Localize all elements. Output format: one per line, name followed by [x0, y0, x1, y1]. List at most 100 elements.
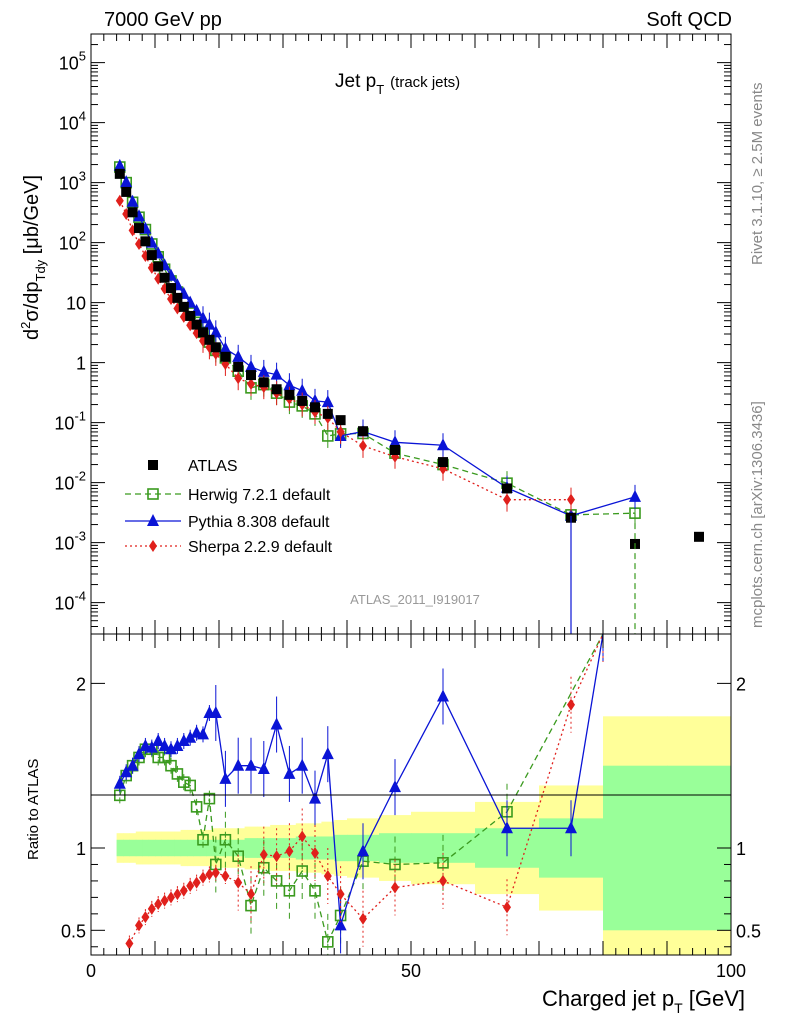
mcplots-text: mcplots.cern.ch [arXiv:1306.3436] — [749, 401, 766, 628]
pythia-point — [133, 209, 145, 222]
atlas-point — [159, 272, 170, 283]
header-left: 7000 GeV pp — [104, 9, 222, 31]
main-y-tick-label: 102 — [59, 229, 86, 254]
ratio-herwig-point — [171, 768, 184, 780]
ratio-inner-band — [603, 765, 668, 931]
ratio-sherpa-point — [135, 919, 143, 932]
ratio-pythia-point — [126, 758, 139, 771]
ratio-sherpa-point — [221, 869, 230, 882]
ratio-sherpa-point — [125, 937, 134, 950]
ratio-y-tick-label-right: 2 — [736, 674, 746, 694]
ratio-herwig-point — [321, 936, 334, 948]
ratio-sherpa-line — [128, 634, 604, 944]
legend-pythia-label: Pythia 8.308 default — [188, 514, 330, 531]
ratio-axis-ticks — [90, 634, 732, 955]
x-axis-label: Charged jet pT [GeV] — [542, 986, 745, 1016]
ratio-pythia-point — [357, 844, 369, 857]
atlas-point — [166, 283, 176, 294]
ratio-herwig-point — [197, 833, 209, 846]
main-y-tick-label: 105 — [59, 49, 86, 74]
ratio-herwig-line — [119, 634, 604, 944]
atlas-point — [297, 395, 308, 406]
ratio-pythia-point — [296, 758, 309, 771]
ratio-inner-band — [161, 839, 169, 857]
ratio-sherpa-point — [199, 871, 207, 884]
sherpa-line — [119, 200, 571, 501]
atlas-point — [127, 207, 138, 218]
ratio-inner-band — [174, 839, 182, 857]
ratio-herwig-point — [296, 865, 309, 877]
ratio-sherpa-point — [205, 868, 214, 881]
ratio-pythia-point — [270, 717, 283, 730]
ratio-pythia-point — [283, 766, 296, 779]
ratio-pythia-point — [171, 738, 184, 751]
ratio-herwig-point — [203, 792, 216, 805]
main-series — [113, 158, 704, 634]
pythia-point — [270, 367, 283, 380]
ratio-series — [113, 634, 604, 955]
ratio-pythia-point — [334, 918, 347, 931]
ratio-inner-band — [135, 839, 143, 857]
atlas-point — [172, 292, 183, 303]
legend-sherpa-label: Sherpa 2.2.9 default — [188, 539, 333, 556]
ratio-herwig-point — [270, 875, 283, 887]
pythia-point — [209, 325, 222, 338]
ratio-sherpa-point — [391, 881, 399, 894]
pythia-point — [113, 158, 126, 171]
ratio-herwig-point — [437, 857, 449, 869]
ratio-pythia-point — [145, 740, 158, 753]
ratio-inner-band — [148, 839, 156, 857]
atlas-point — [438, 457, 448, 468]
x-tick-label: 50 — [401, 961, 421, 981]
ratio-pythia-point — [501, 821, 513, 834]
ratio-inner-band — [116, 839, 124, 857]
legend-pythia-marker — [147, 514, 159, 526]
ratio-pythia-point — [165, 742, 177, 755]
main-axis-ticks — [90, 33, 732, 635]
atlas-point — [502, 483, 512, 494]
atlas-point — [284, 389, 295, 400]
main-y-tick-label: 1 — [76, 354, 86, 374]
ratio-inner-band — [123, 839, 130, 857]
header-right: Soft QCD — [646, 9, 732, 31]
ratio-pythia-point — [232, 758, 245, 771]
sherpa-point — [336, 425, 345, 438]
ratio-pythia-point — [197, 727, 209, 740]
ratio-pythia-point — [565, 821, 577, 834]
atlas-point — [271, 384, 282, 395]
pythia-point — [219, 341, 232, 354]
main-y-axis-label: d2σ/dpTdy [μb/GeV] — [18, 175, 48, 340]
ratio-pythia-point — [177, 734, 190, 746]
sherpa-point — [567, 493, 575, 506]
atlas-point — [220, 351, 231, 362]
ratio-sherpa-point — [503, 901, 511, 914]
ratio-y-tick-label-right: 1 — [736, 839, 746, 859]
ratio-sherpa-point — [311, 846, 319, 859]
ratio-inner-band — [180, 839, 188, 857]
ratio-sherpa-point — [285, 845, 294, 858]
ratio-pythia-point — [158, 738, 171, 751]
main-y-tick-label: 10 — [66, 294, 86, 314]
ratio-pythia-point — [321, 747, 334, 760]
atlas-point — [390, 444, 400, 455]
ratio-inner-band — [244, 838, 258, 858]
ratio-herwig-point — [309, 884, 321, 897]
pythia-point — [203, 317, 216, 330]
chart-title: Jet pT (track jets) — [335, 71, 460, 97]
ratio-pythia-point — [437, 689, 449, 702]
atlas-point — [140, 236, 151, 247]
atlas-point — [694, 531, 704, 542]
pythia-point — [629, 489, 641, 502]
ratio-sherpa-point — [179, 884, 188, 897]
atlas-point — [134, 223, 144, 234]
atlas-point — [233, 361, 244, 372]
atlas-point — [335, 415, 346, 426]
atlas-point — [114, 168, 125, 179]
ratio-sherpa-point — [154, 897, 163, 910]
ratio-sherpa-point — [272, 850, 281, 863]
chart-title-note: (track jets) — [390, 74, 460, 91]
ratio-sherpa-point — [298, 830, 307, 843]
ratio-sherpa-point — [259, 848, 268, 861]
